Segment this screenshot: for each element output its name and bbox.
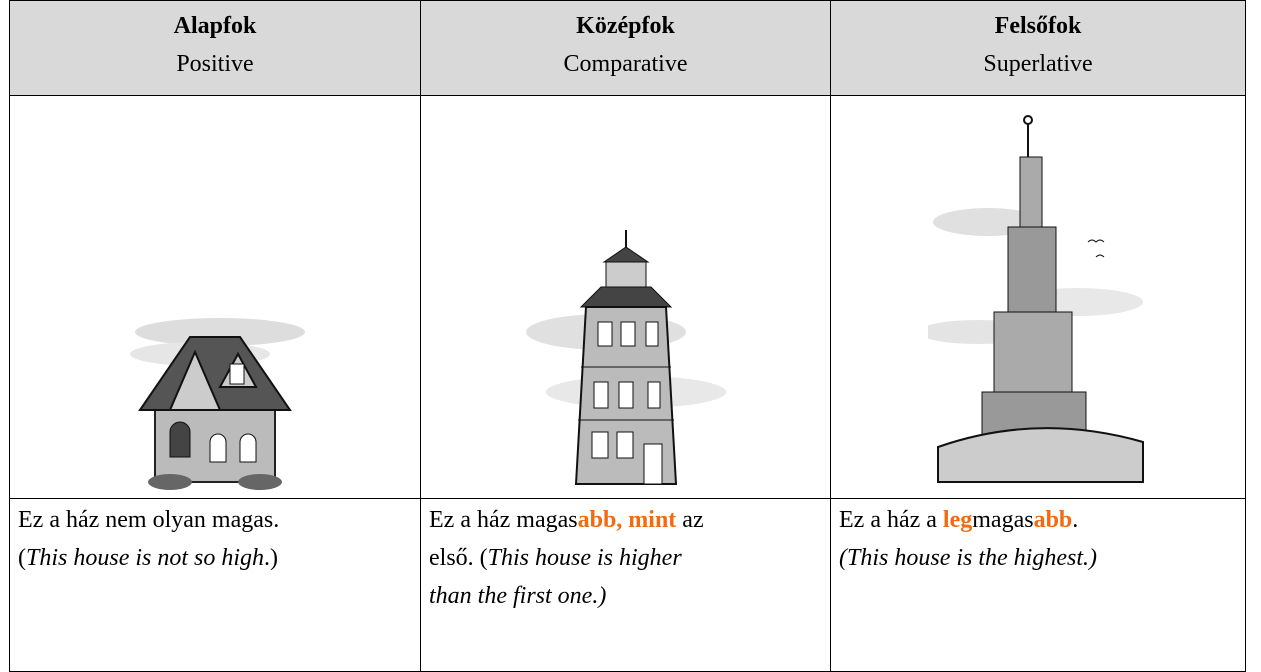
image-cell <box>420 95 831 499</box>
tower-illustration <box>525 230 726 485</box>
skyscraper-illustration <box>928 115 1144 483</box>
caption-line: (This house is the highest.) <box>839 539 1237 577</box>
header-subtitle: Comparative <box>563 51 688 77</box>
caption-cell: Ez a ház a legmagasabb. (This house is th… <box>830 498 1246 672</box>
header-title: Felsőfok <box>994 13 1082 39</box>
header-row: Alapfok Positive Középfok Comparative Fels… <box>9 0 1246 96</box>
caption-line: Ez a ház magasabb, mint az <box>429 501 822 539</box>
header-cell: Alapfok Positive <box>9 0 421 96</box>
image-cell <box>9 95 421 499</box>
comparison-table: Alapfok Positive Középfok Comparative Fels… <box>9 0 1246 672</box>
header-subtitle: Superlative <box>983 51 1093 77</box>
caption-cell: Ez a ház magasabb, mint az első. (This ho… <box>420 498 831 672</box>
caption-text: Ez a ház magas <box>429 507 578 533</box>
house-illustration <box>130 318 305 490</box>
caption-text: (This house is the highest.) <box>839 545 1097 571</box>
header-title: Alapfok <box>173 13 257 39</box>
image-cell <box>830 95 1246 499</box>
image-row <box>9 95 1246 499</box>
caption-text: ( <box>18 545 26 571</box>
caption-text: .) <box>264 545 279 571</box>
caption-text: Ez a ház nem olyan magas. <box>18 507 280 533</box>
caption-text: magas <box>972 507 1034 533</box>
caption-text: leg <box>942 507 973 533</box>
caption-text: This house is not so high <box>26 545 265 571</box>
caption-text: than the first one.) <box>429 583 607 609</box>
caption-line: Ez a ház a legmagasabb. <box>839 501 1237 539</box>
caption-cell: Ez a ház nem olyan magas. (This house is … <box>9 498 421 672</box>
caption-text: az <box>676 507 704 533</box>
caption-line: Ez a ház nem olyan magas. <box>18 501 412 539</box>
header-cell: Felsőfok Superlative <box>830 0 1246 96</box>
header-cell: Középfok Comparative <box>420 0 831 96</box>
header-subtitle: Positive <box>176 51 254 77</box>
caption-line: (This house is not so high.) <box>18 539 412 577</box>
caption-text: This house is higher <box>487 545 682 571</box>
caption-text: Ez a ház a <box>839 507 943 533</box>
caption-text: abb, mint <box>577 507 677 533</box>
header-title: Középfok <box>576 13 675 39</box>
caption-row: Ez a ház nem olyan magas. (This house is … <box>9 498 1246 672</box>
caption-text: . <box>1072 507 1079 533</box>
caption-text: abb <box>1033 507 1073 533</box>
caption-line: első. (This house is higher <box>429 539 822 577</box>
caption-text: első. ( <box>429 545 488 571</box>
caption-line: than the first one.) <box>429 577 822 615</box>
